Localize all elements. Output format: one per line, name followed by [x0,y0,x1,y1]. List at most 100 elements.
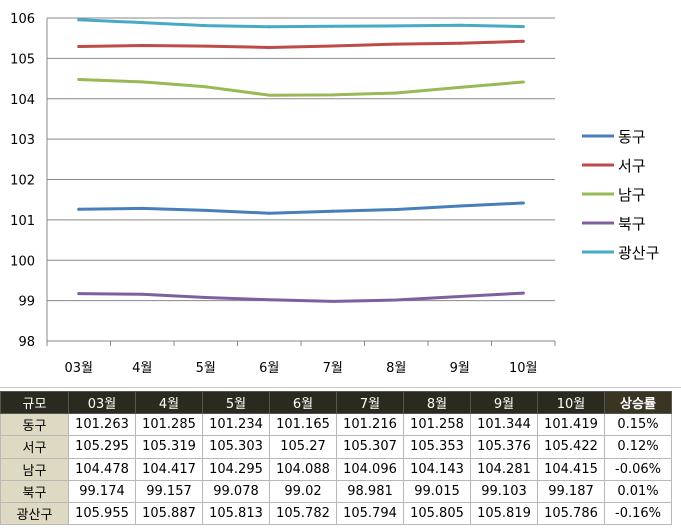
x-tick-label: 7월 [323,361,343,376]
table-cell: 104.295 [202,457,270,481]
data-point [140,206,144,210]
table-cell: 104.417 [135,457,203,481]
table-cell: 101.285 [135,413,203,437]
y-tick-label: 102 [10,174,35,189]
table-cell: 104.088 [269,457,337,481]
table-cell: 99.174 [68,479,136,503]
y-tick-label: 101 [10,214,35,229]
row-header-cell: 서구 [0,435,69,459]
line-chart: 98 99 100 101 102 103 104 105 106 03월 4월 5월 6월 7월 8월 9월… [0,12,681,388]
table-cell: 101.419 [537,413,605,437]
data-point [521,25,525,29]
data-point [140,80,144,84]
table-cell: 99.078 [202,479,270,503]
series-line-0 [77,201,525,215]
table-cell: 101.344 [470,413,538,437]
data-point [331,93,335,97]
table-header-row: 규모 03월 4월 5월 6월 7월 8월 9월 10월 상승률 [0,390,672,415]
data-point [267,45,271,49]
table-header-cell: 8월 [403,390,471,415]
table-cell: 105.794 [336,501,404,526]
data-point [77,77,81,81]
y-tick-label: 105 [10,52,35,67]
table-row: 동구 101.263 101.285 101.234 101.165 101.216 101… [0,413,672,437]
row-header-cell: 동구 [0,413,69,437]
data-point [267,298,271,302]
table-cell: 99.103 [470,479,538,503]
table-cell: 104.415 [537,457,605,481]
table-cell: 105.819 [470,501,538,526]
table-cell: 105.295 [68,435,136,459]
data-point [204,85,208,89]
table-cell: 0.01% [604,479,672,503]
data-point [394,298,398,302]
data-point [331,44,335,48]
table-cell: 105.786 [537,501,605,526]
table-cell: 99.02 [269,479,337,503]
x-tick-label: 10월 [509,361,538,376]
series-line-2 [77,78,525,97]
table-cell: 105.353 [403,435,471,459]
table-row: 남구 104.478 104.417 104.295 104.088 104.096 104… [0,457,672,481]
x-tick-label: 8월 [386,361,406,376]
data-point [77,207,81,211]
table-cell: 104.281 [470,457,538,481]
y-tick-label: 99 [18,295,35,310]
table-cell: 105.805 [403,501,471,526]
series-line-3 [77,291,525,303]
series-line-1 [77,39,525,49]
legend-label: 남구 [618,186,646,204]
table-header-cell: 10월 [537,390,605,415]
x-tick-label: 9월 [450,361,470,376]
data-point [204,24,208,28]
table-header-cell: 상승률 [604,390,672,415]
table-cell: 101.165 [269,413,337,437]
data-point [204,44,208,48]
table-cell: 101.258 [403,413,471,437]
table-header-cell: 4월 [135,390,203,415]
x-tick-label: 6월 [259,361,279,376]
table-cell: 105.887 [135,501,203,526]
table-cell: 105.955 [68,501,136,526]
row-header-cell: 광산구 [0,501,69,526]
data-point [267,93,271,97]
data-point [331,24,335,28]
table-cell: 105.319 [135,435,203,459]
row-header-cell: 북구 [0,479,69,503]
data-point [77,44,81,48]
table-cell: 101.263 [68,413,136,437]
data-point [267,211,271,215]
table-cell: 105.813 [202,501,270,526]
legend-label: 서구 [618,157,646,175]
data-point [521,39,525,43]
y-tick-label: 104 [10,93,35,108]
table-cell: 98.981 [336,479,404,503]
series-line-4 [77,18,525,29]
data-table: 규모 03월 4월 5월 6월 7월 8월 9월 10월 상승률 동구 101.263 101.285… [0,390,672,526]
table-cell: 99.187 [537,479,605,503]
data-point [140,21,144,25]
table-cell: 104.096 [336,457,404,481]
table-header-cell: 9월 [470,390,538,415]
table-cell: 99.015 [403,479,471,503]
table-cell: -0.06% [604,457,672,481]
y-tick-label: 98 [18,335,35,350]
x-tick-label: 5월 [196,361,216,376]
table-row: 북구 99.174 99.157 99.078 99.02 98.981 99.015 99.… [0,479,672,503]
table-cell: 105.376 [470,435,538,459]
data-point [458,294,462,298]
table-header-cell: 6월 [269,390,337,415]
y-tick-label: 103 [10,133,35,148]
table-header-cell: 03월 [68,390,136,415]
data-point [458,85,462,89]
table-cell: 105.303 [202,435,270,459]
y-tick-label: 100 [10,254,35,269]
data-point [394,42,398,46]
table-cell: 105.782 [269,501,337,526]
table-cell: 99.157 [135,479,203,503]
legend-label: 광산구 [618,244,659,262]
table-cell: 105.307 [336,435,404,459]
table-cell: 105.27 [269,435,337,459]
data-point [77,292,81,296]
data-point [204,295,208,299]
